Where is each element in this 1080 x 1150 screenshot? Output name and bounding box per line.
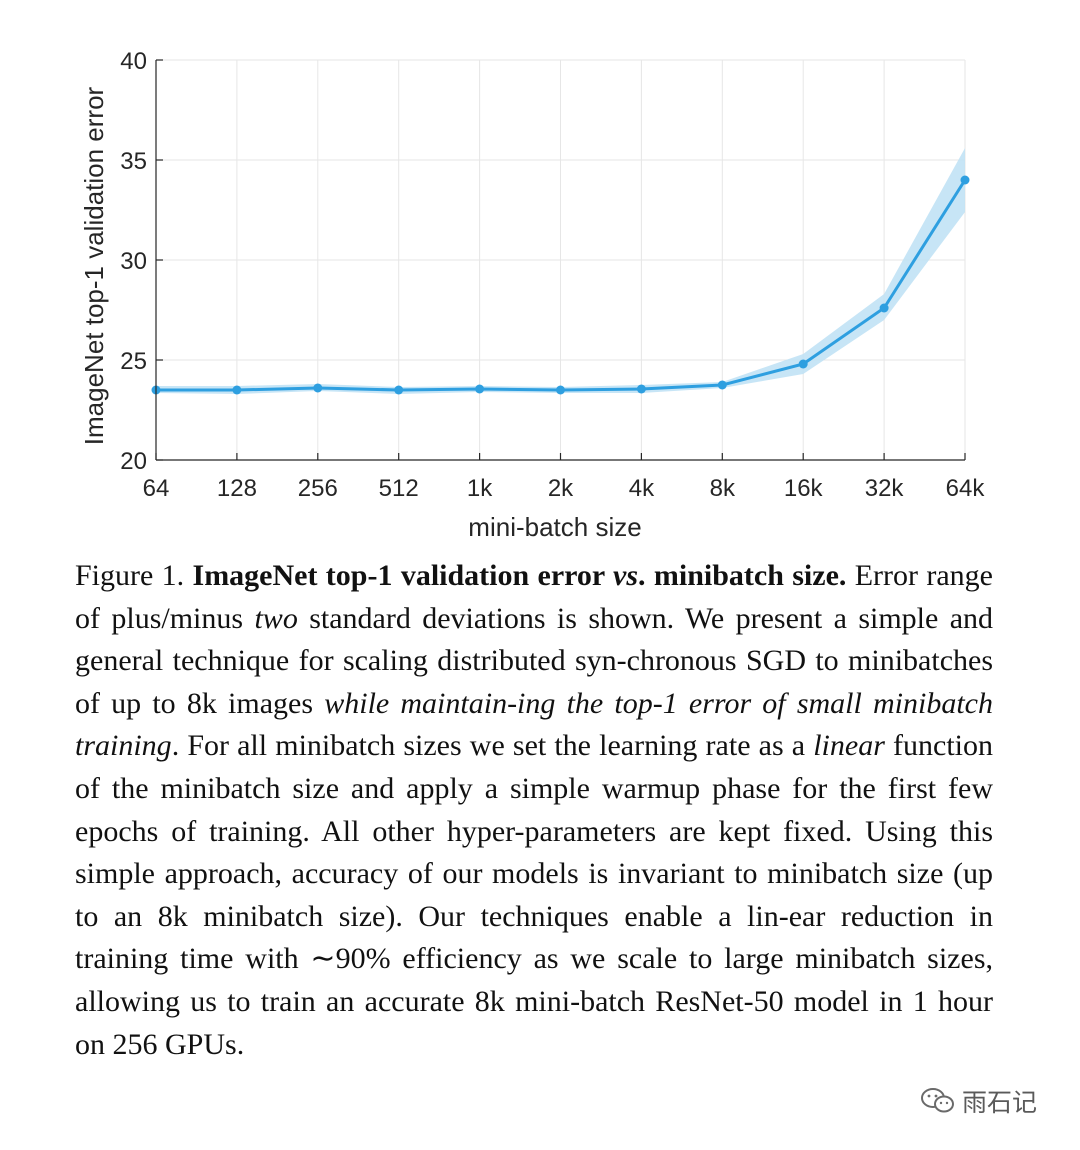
x-tick-label: 16k: [784, 475, 824, 502]
caption-emphasis: while maintain-ing the top-1 error of sm…: [75, 686, 993, 763]
grid: [155, 59, 966, 461]
x-tick-label: 4k: [629, 475, 655, 502]
caption-text: . For all minibatch sizes we set the lea…: [171, 729, 806, 763]
x-tick-label: 512: [379, 475, 419, 502]
y-tick-label: 30: [120, 248, 147, 275]
figure-caption: Figure 1. ImageNet top-1 validation erro…: [75, 555, 993, 1066]
y-axis-title: ImageNet top-1 validation error: [79, 86, 109, 445]
data-point: [394, 385, 404, 395]
data-point: [636, 384, 646, 394]
data-point: [879, 303, 889, 313]
tick-labels: 64 128 256 512 1k 2k 4k 8k 16k 32k 64k 20 25 30 35 40: [120, 48, 985, 502]
caption-text: standard deviations is shown. We present…: [75, 601, 994, 720]
x-tick-label: 1k: [467, 475, 493, 502]
x-tick-label: 32k: [865, 475, 905, 502]
x-tick-label: 128: [217, 475, 257, 502]
watermark-text: 雨石记: [962, 1088, 1038, 1117]
line-chart: 64 128 256 512 1k 2k 4k 8k 16k 32k 64k 20 25 30 35 40 m…: [79, 48, 985, 542]
x-tick-label: 2k: [548, 475, 574, 502]
y-tick-label: 40: [120, 48, 147, 75]
x-tick-label: 64: [143, 475, 170, 502]
y-tick-label: 20: [120, 448, 147, 475]
watermark: 雨石记: [920, 1083, 1037, 1119]
data-point: [798, 359, 808, 369]
data-points: [151, 175, 970, 395]
data-point: [960, 175, 970, 185]
y-tick-label: 25: [120, 348, 147, 375]
caption-emphasis: two: [254, 601, 298, 635]
caption-text: Error range of plus/minus: [75, 559, 993, 635]
y-tick-label: 35: [120, 148, 147, 175]
x-tick-label: 8k: [710, 475, 736, 502]
caption-emphasis: linear: [813, 729, 885, 763]
x-tick-label: 256: [298, 475, 338, 502]
data-point: [717, 380, 727, 390]
caption-title: ImageNet top-1 validation error vs. mini…: [192, 559, 847, 592]
data-point: [556, 385, 565, 395]
data-point: [232, 385, 242, 395]
caption-label: Figure 1.: [75, 559, 185, 592]
axes: [155, 59, 966, 461]
caption-text: function of the minibatch size and apply…: [75, 729, 994, 1061]
x-axis-title: mini-batch size: [468, 512, 641, 542]
wechat-icon: [921, 1088, 954, 1113]
x-tick-label: 64k: [946, 475, 986, 502]
data-point: [475, 384, 485, 394]
data-point: [313, 383, 323, 393]
